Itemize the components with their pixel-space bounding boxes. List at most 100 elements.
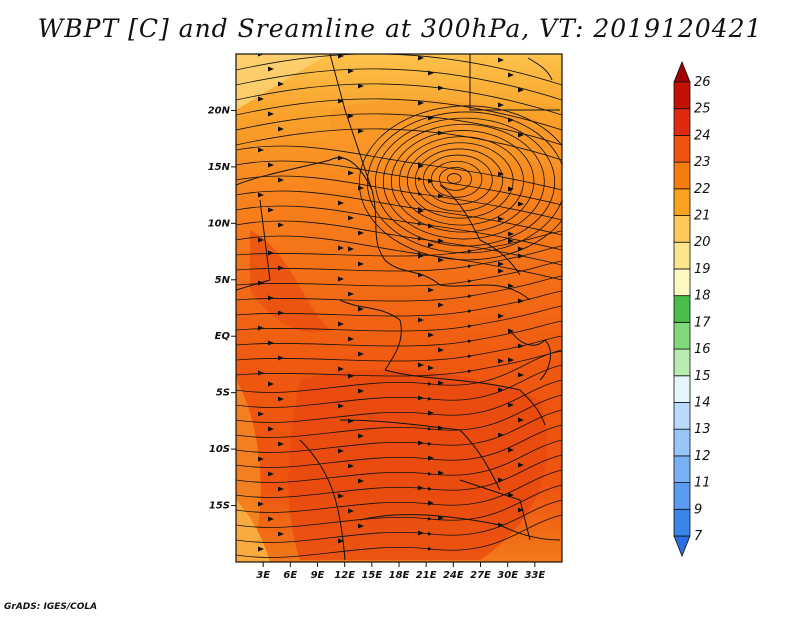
streamline-arrow — [258, 370, 264, 376]
streamline — [236, 128, 562, 161]
streamline-arrow — [518, 343, 524, 349]
colorbar-segment — [673, 402, 691, 430]
colorbar-label: 25 — [694, 102, 711, 117]
lon-tick-label: 9E — [311, 570, 325, 581]
streamline — [236, 83, 562, 116]
lon-tick-label: 6E — [283, 570, 297, 581]
streamline-arrow — [438, 257, 444, 263]
streamline-arrow — [258, 96, 264, 102]
streamline — [236, 335, 562, 362]
colorbar-label: 26 — [694, 75, 711, 90]
colorbar-segment — [673, 482, 691, 510]
streamline-arrow — [338, 98, 344, 104]
streamline — [236, 409, 562, 453]
lon-tick-label: 24E — [443, 570, 464, 581]
colorbar-label: 11 — [694, 476, 711, 491]
streamline-arrow — [518, 372, 524, 378]
streamline-arrow — [508, 238, 514, 244]
streamlines — [236, 54, 562, 558]
streamline-arrow — [358, 261, 364, 267]
streamline-arrow — [508, 231, 514, 237]
lat-tick-label: 15N — [208, 162, 231, 173]
streamline-arrow — [348, 68, 354, 74]
colorbar-label: 23 — [694, 155, 711, 170]
streamline-arrow — [358, 523, 364, 529]
streamline — [236, 364, 562, 408]
lat-tick-label: 5S — [216, 388, 230, 399]
colorbar-label: 14 — [694, 395, 711, 410]
streamline — [236, 160, 562, 206]
vortex-streamlines — [358, 105, 562, 261]
streamline-arrow — [438, 302, 444, 308]
streamline-arrow — [518, 298, 524, 304]
colorbar-segment — [673, 375, 691, 403]
streamline-arrow — [428, 455, 434, 461]
longitude-axis: 3E 6E 9E 12E 15E 18E 21E 24E 27E 30E 33E — [256, 562, 545, 581]
streamline-arrow — [268, 426, 274, 432]
streamline-arrow — [268, 295, 274, 301]
vortex-ring — [358, 105, 562, 261]
streamline-arrow — [338, 538, 344, 544]
streamline-arrow — [418, 362, 424, 368]
colorbar-segment — [673, 321, 691, 350]
streamline-arrow — [498, 261, 504, 267]
streamline-arrow — [258, 501, 264, 507]
lat-tick-label: 15S — [209, 501, 230, 512]
vortex-ring — [390, 130, 535, 233]
streamline-arrow — [438, 515, 444, 521]
streamline-arrow — [518, 201, 524, 207]
streamline-arrow — [358, 351, 364, 357]
streamline-arrow — [358, 306, 364, 312]
streamline-arrow — [278, 310, 284, 316]
streamline-arrow — [358, 230, 364, 236]
streamline-arrow — [428, 287, 434, 293]
streamline — [236, 245, 562, 272]
colorbar-label: 21 — [694, 209, 711, 224]
colorbar-segment — [673, 348, 691, 377]
colorbar-label: 15 — [694, 369, 711, 384]
streamline-arrow — [348, 215, 354, 221]
streamline-arrow — [278, 441, 284, 447]
streamline — [236, 98, 562, 131]
colorbar-segment — [673, 215, 691, 243]
streamline-arrow — [418, 55, 424, 61]
streamline-arrow — [268, 340, 274, 346]
lon-tick-label: 12E — [334, 570, 355, 581]
streamline-arrow — [418, 485, 424, 491]
streamline-arrow — [498, 432, 504, 438]
streamline-arrow — [258, 192, 264, 198]
streamline-arrow — [428, 178, 434, 184]
streamline-arrow — [518, 462, 524, 468]
colorbar-label: 19 — [694, 262, 711, 277]
colorbar-segment — [673, 508, 691, 537]
lat-tick-label: 10N — [208, 218, 231, 229]
colorbar-segment — [673, 428, 691, 457]
streamline-arrow — [498, 477, 504, 483]
streamline-arrow — [498, 171, 504, 177]
streamline — [236, 68, 562, 101]
streamline-arrow — [268, 250, 274, 256]
lat-tick-label: 10S — [209, 444, 230, 455]
lon-tick-label: 21E — [416, 570, 437, 581]
streamline-arrow — [518, 253, 524, 259]
streamline-arrow — [428, 332, 434, 338]
streamline-arrow — [258, 147, 264, 153]
colorbar: 7 9 11 12 13 14 15 16 17 18 19 20 21 22 23 24 25 26 — [673, 60, 711, 558]
streamline-arrow — [438, 470, 444, 476]
lon-tick-label: 18E — [389, 570, 410, 581]
streamline-arrow — [338, 366, 344, 372]
streamline-arrow — [278, 177, 284, 183]
streamline-arrow — [348, 373, 354, 379]
streamline-arrow — [278, 222, 284, 228]
streamline-arrow — [438, 193, 444, 199]
streamline-arrow — [358, 388, 364, 394]
streamline-arrow — [358, 128, 364, 134]
streamline-arrow — [348, 170, 354, 176]
colorbar-segment — [673, 241, 691, 270]
streamline-arrow — [498, 216, 504, 222]
streamline-arrow — [498, 268, 504, 274]
colorbar-label: 12 — [694, 449, 711, 464]
colorbar-segment — [673, 135, 691, 163]
streamline-arrow — [348, 336, 354, 342]
